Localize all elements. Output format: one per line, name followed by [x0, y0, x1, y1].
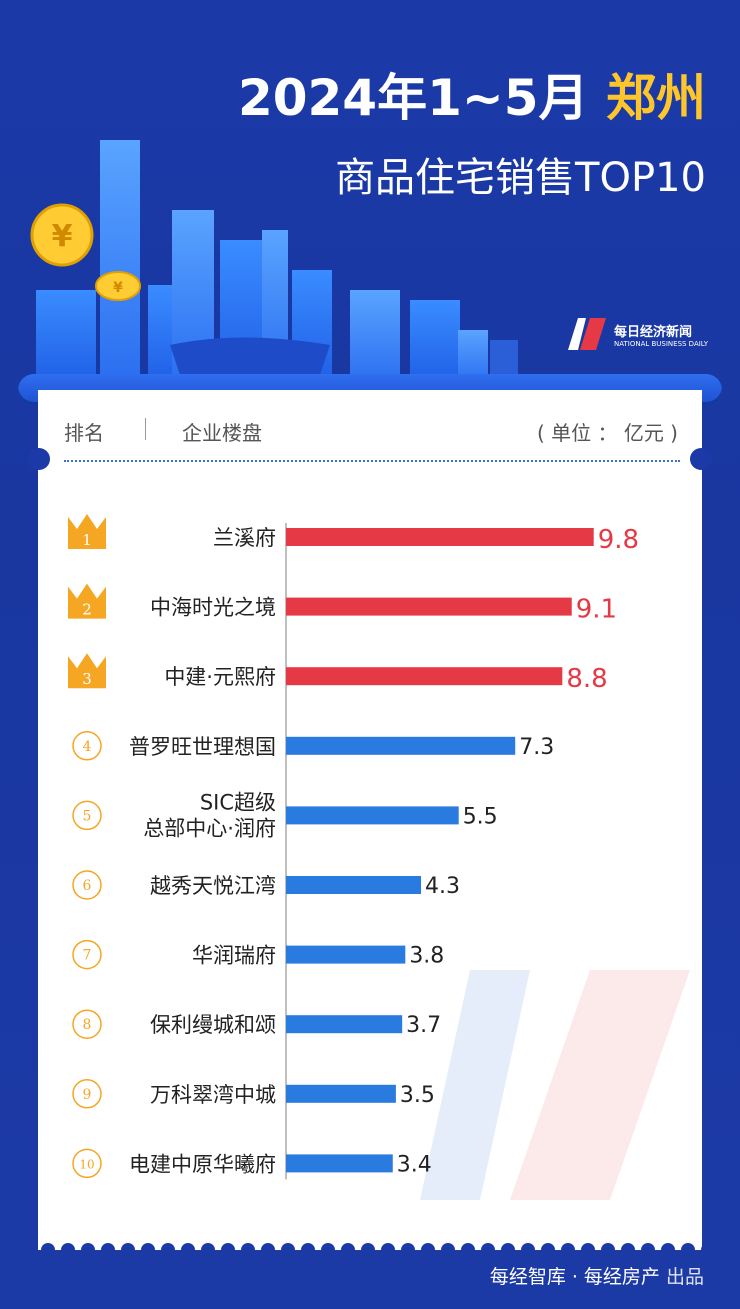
rank-label: 5: [83, 808, 92, 824]
category-label: 中海时光之境: [150, 596, 276, 620]
data-label: 3.5: [400, 1083, 435, 1108]
category-label: 电建中原华曦府: [129, 1152, 276, 1176]
bar: [286, 1154, 393, 1173]
bar: [286, 1015, 403, 1034]
nbd-logo-icon: [568, 318, 606, 350]
bar: [286, 945, 406, 964]
header-unit: ( 单位 ： 亿元 ): [536, 421, 678, 445]
category-label: 保利缦城和颂: [150, 1013, 276, 1037]
data-label: 8.8: [566, 664, 607, 694]
rank-label: 6: [83, 878, 92, 894]
logo-name-cn: 每日经济新闻: [614, 324, 693, 340]
data-label: 3.4: [397, 1152, 432, 1177]
crown-icon: [68, 583, 106, 619]
category-label: SIC超级: [200, 790, 276, 814]
category-label: 中建·元熙府: [164, 665, 276, 689]
card-notch-left: [28, 448, 50, 470]
header-name: 企业楼盘: [182, 421, 262, 445]
rank-label: 10: [79, 1157, 94, 1171]
data-label: 4.3: [425, 874, 460, 899]
footer-source: 每经智库 · 每经房产: [489, 1266, 660, 1288]
header-rank: 排名: [64, 421, 104, 445]
data-label: 3.7: [406, 1013, 441, 1038]
svg-text:¥: ¥: [52, 219, 73, 254]
chart-title: 2024年1~5月 郑州: [238, 58, 706, 130]
bar: [286, 876, 422, 894]
category-label: 万科翠湾中城: [150, 1083, 276, 1107]
footer-suffix: 出品: [665, 1266, 704, 1288]
header-separator: [145, 418, 146, 440]
card-notch-right: [690, 448, 712, 470]
data-label: 5.5: [463, 804, 498, 829]
rank-circle: [72, 800, 102, 831]
rank-label: 1: [82, 531, 92, 549]
category-label: 总部中心·润府: [143, 816, 276, 840]
data-label: 9.8: [598, 525, 639, 555]
rank-circle: [72, 1148, 102, 1179]
rank-label: 8: [83, 1017, 92, 1033]
rank-label: 9: [83, 1087, 92, 1103]
data-label: 7.3: [519, 735, 554, 760]
bar: [286, 806, 459, 825]
card-scallop-edge: [38, 1230, 702, 1250]
data-label: 3.8: [409, 944, 444, 969]
bar: [286, 1084, 396, 1103]
rank-label: 2: [82, 601, 92, 619]
data-label: 9.1: [576, 595, 617, 625]
coin-icon: ¥ ¥: [30, 203, 141, 301]
rank-circle: [72, 1009, 102, 1039]
rank-circle: [72, 1079, 102, 1109]
header-divider: [64, 460, 680, 462]
category-label: 华润瑞府: [192, 944, 276, 968]
crown-icon: [68, 653, 106, 689]
svg-text:¥: ¥: [113, 280, 123, 296]
rank-circle: [72, 939, 102, 970]
bar: [286, 528, 594, 546]
bar: [286, 736, 516, 755]
bar: [286, 667, 563, 686]
bar: [286, 597, 572, 616]
rank-circle: [72, 731, 102, 761]
rank-label: 7: [83, 948, 92, 964]
category-label: 普罗旺世理想国: [129, 735, 276, 759]
rank-circle: [72, 870, 102, 900]
rank-label: 4: [83, 739, 92, 755]
category-label: 兰溪府: [213, 526, 276, 550]
chart-subtitle: 商品住宅销售TOP10: [335, 155, 706, 201]
rank-label: 3: [82, 670, 92, 688]
watermark-logo: [420, 970, 690, 1200]
logo-name-en: NATIONAL BUSINESS DAILY: [614, 339, 709, 348]
category-label: 越秀天悦江湾: [150, 874, 276, 898]
brand-logo: 每日经济新闻 NATIONAL BUSINESS DAILY: [566, 316, 708, 352]
crown-icon: [68, 514, 106, 549]
title-city: 郑州: [606, 69, 706, 127]
footer-credit: 每经智库 · 每经房产 出品: [490, 1262, 704, 1289]
title-prefix: 2024年1~5月: [237, 69, 589, 127]
